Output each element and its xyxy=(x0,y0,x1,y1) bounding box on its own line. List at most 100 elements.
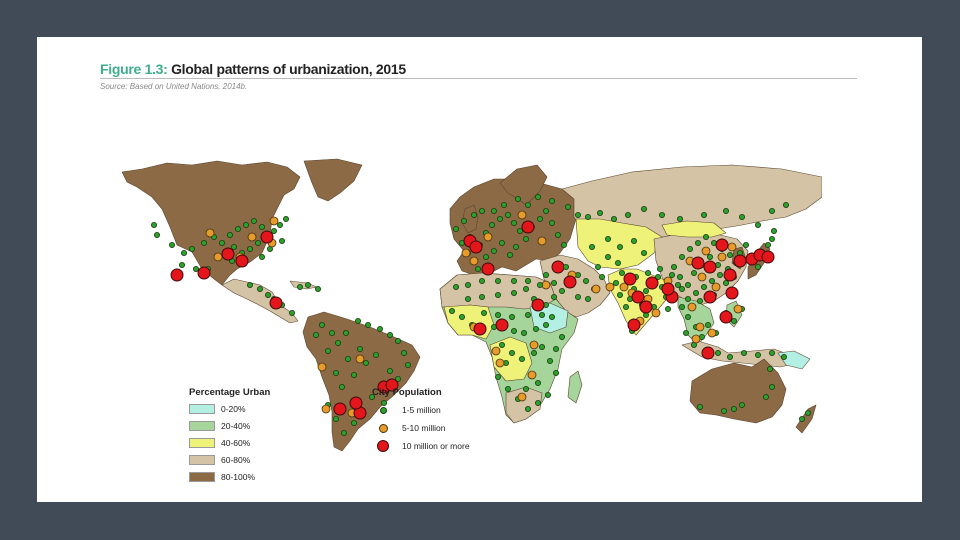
city-marker-small xyxy=(506,252,513,259)
city-marker-medium xyxy=(711,282,721,292)
city-marker-small xyxy=(189,246,196,253)
city-marker-small xyxy=(691,270,698,277)
city-marker-small xyxy=(685,295,692,302)
city-marker-large xyxy=(725,286,739,300)
region-central-africa xyxy=(489,336,533,382)
city-marker-small xyxy=(805,409,812,416)
city-marker-small xyxy=(354,317,361,324)
city-marker-medium xyxy=(619,282,629,292)
city-marker-small xyxy=(522,285,529,292)
city-marker-small xyxy=(458,313,465,320)
city-marker-small xyxy=(368,393,375,400)
city-marker-small xyxy=(278,238,285,245)
legend-label: 1-5 million xyxy=(402,405,441,415)
city-marker-small xyxy=(709,278,716,285)
city-marker-small xyxy=(717,272,724,279)
city-marker-small xyxy=(723,208,730,215)
city-marker-small xyxy=(739,401,746,408)
legend-swatch xyxy=(189,472,215,482)
city-marker-small xyxy=(494,373,501,380)
city-marker-medium xyxy=(495,358,505,368)
city-marker-large xyxy=(551,260,565,274)
city-marker-small xyxy=(201,240,208,247)
city-marker-small xyxy=(518,355,525,362)
city-marker-small xyxy=(610,216,617,223)
city-marker-medium xyxy=(321,404,331,414)
city-marker-large xyxy=(260,230,274,244)
city-marker-large xyxy=(221,247,235,261)
city-marker-medium xyxy=(213,252,223,262)
city-marker-medium xyxy=(707,328,717,338)
city-marker-small xyxy=(490,248,497,255)
city-marker-small xyxy=(741,349,748,356)
city-marker-medium xyxy=(537,236,547,246)
city-marker-small xyxy=(769,236,776,243)
city-marker-small xyxy=(312,331,319,338)
city-marker-small xyxy=(727,252,734,259)
city-marker-small xyxy=(548,220,555,227)
city-marker-small xyxy=(781,353,788,360)
city-marker-medium xyxy=(697,272,707,282)
city-marker-large xyxy=(701,346,715,360)
city-marker-large xyxy=(645,276,659,290)
city-marker-small xyxy=(270,228,277,235)
city-marker-small xyxy=(500,202,507,209)
city-marker-small xyxy=(693,289,700,296)
city-marker-small xyxy=(588,244,595,251)
city-marker-small xyxy=(179,262,186,269)
city-marker-large xyxy=(531,298,545,312)
city-marker-medium xyxy=(605,282,615,292)
city-marker-small xyxy=(380,399,387,406)
figure-source: Source: Based on United Nations, 2014b. xyxy=(100,82,248,91)
region-north-america xyxy=(122,160,301,286)
city-marker-medium xyxy=(205,228,215,238)
city-marker-medium xyxy=(469,256,479,266)
city-marker-large xyxy=(639,300,653,314)
city-marker-large xyxy=(495,318,509,332)
city-marker-small xyxy=(334,339,341,346)
city-marker-small xyxy=(582,278,589,285)
city-marker-small xyxy=(697,403,704,410)
city-marker-small xyxy=(771,228,778,235)
region-caribbean xyxy=(289,280,318,290)
city-marker-small xyxy=(538,311,545,318)
city-marker-large xyxy=(733,254,747,268)
city-marker-small xyxy=(554,232,561,239)
legend-label: 10 million or more xyxy=(402,441,470,451)
city-marker-large xyxy=(563,275,577,289)
city-marker-large xyxy=(631,290,645,304)
city-marker-small xyxy=(243,222,250,229)
city-marker-small xyxy=(328,329,335,336)
city-marker-small xyxy=(510,278,517,285)
city-marker-small xyxy=(452,284,459,291)
city-marker-small xyxy=(512,244,519,251)
city-marker-small xyxy=(154,232,161,239)
legend-label: 80-100% xyxy=(221,472,256,482)
city-marker-small xyxy=(594,264,601,271)
city-marker-small xyxy=(480,309,487,316)
city-marker-large xyxy=(170,268,184,282)
city-marker-small xyxy=(685,313,692,320)
city-marker-small xyxy=(386,367,393,374)
city-marker-medium xyxy=(517,392,527,402)
city-marker-small xyxy=(478,278,485,285)
city-marker-small xyxy=(624,212,631,219)
city-marker-small xyxy=(474,266,481,273)
city-marker-small xyxy=(550,280,557,287)
city-marker-small xyxy=(727,353,734,360)
city-marker-small xyxy=(504,212,511,219)
city-marker-small xyxy=(504,385,511,392)
city-marker-small xyxy=(677,216,684,223)
city-marker-small xyxy=(498,341,505,348)
city-marker-medium xyxy=(541,280,551,290)
city-marker-large xyxy=(235,254,249,268)
city-marker-small xyxy=(150,222,157,229)
city-marker-small xyxy=(231,244,238,251)
region-mongolia xyxy=(661,220,727,238)
city-marker-small xyxy=(765,242,772,249)
region-new-zealand xyxy=(795,404,817,434)
city-marker-small xyxy=(464,295,471,302)
city-marker-large xyxy=(761,250,775,264)
city-marker-small xyxy=(769,349,776,356)
city-marker-large xyxy=(719,310,733,324)
